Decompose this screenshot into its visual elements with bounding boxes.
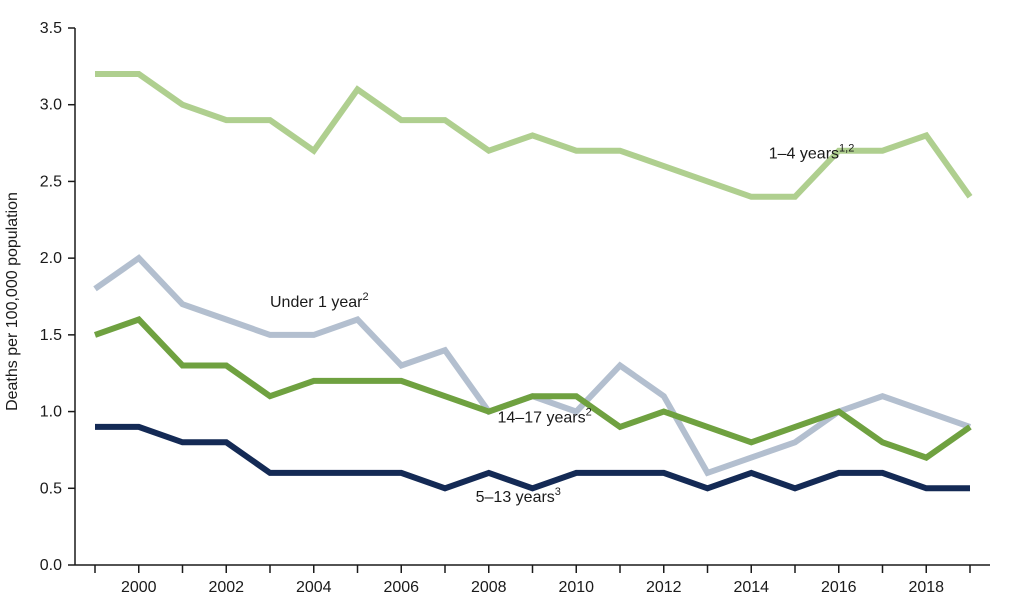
series-label-text: 5–13 years [476, 489, 555, 506]
series-label-text: Under 1 year [270, 294, 363, 311]
y-tick-label: 3.5 [40, 20, 62, 37]
y-tick-label: 0.0 [40, 557, 62, 574]
x-tick-label: 2014 [733, 579, 769, 596]
x-tick-label: 2010 [558, 579, 594, 596]
y-tick-label: 1.5 [40, 327, 62, 344]
x-tick-label: 2016 [821, 579, 857, 596]
x-tick-label: 2018 [908, 579, 944, 596]
y-tick-label: 3.0 [40, 97, 62, 114]
series-label-superscript: 1,2 [839, 142, 854, 154]
x-tick-label: 2002 [208, 579, 244, 596]
series-line-age-1-4 [95, 71, 973, 200]
axes [74, 28, 990, 566]
y-tick-label: 1.0 [40, 404, 62, 421]
x-tick-label: 2006 [383, 579, 419, 596]
series-lines [93, 71, 973, 492]
x-tick-label: 2000 [121, 579, 157, 596]
series-line-age-5-13 [95, 423, 970, 492]
series-label-superscript: 2 [586, 406, 592, 418]
x-axis-ticks: 2000 2002 2004 2006 2008 2010 2012 2014 2016 2018 [94, 565, 971, 596]
series-label-age-1-4: 1–4 years1,2 [769, 142, 855, 162]
y-axis-title: Deaths per 100,000 population [4, 192, 21, 411]
x-tick-label: 2008 [471, 579, 507, 596]
y-tick-label: 2.0 [40, 250, 62, 267]
series-label-superscript: 3 [555, 486, 561, 498]
series-label-superscript: 2 [363, 291, 369, 303]
series-label-under-1: Under 1 year2 [270, 291, 369, 311]
series-label-age-14-17: 14–17 years2 [498, 406, 592, 426]
y-tick-label: 2.5 [40, 173, 62, 190]
series-label-age-5-13: 5–13 years3 [476, 486, 561, 506]
x-tick-label: 2004 [296, 579, 332, 596]
series-line-age-14-17 [94, 316, 972, 461]
y-tick-label: 0.5 [40, 480, 62, 497]
y-axis-ticks: 0.0 0.5 1.0 1.5 2.0 2.5 3.0 3.5 [40, 20, 75, 574]
series-label-text: 1–4 years [769, 145, 839, 162]
x-tick-label: 2012 [646, 579, 682, 596]
series-label-text: 14–17 years [498, 409, 586, 426]
